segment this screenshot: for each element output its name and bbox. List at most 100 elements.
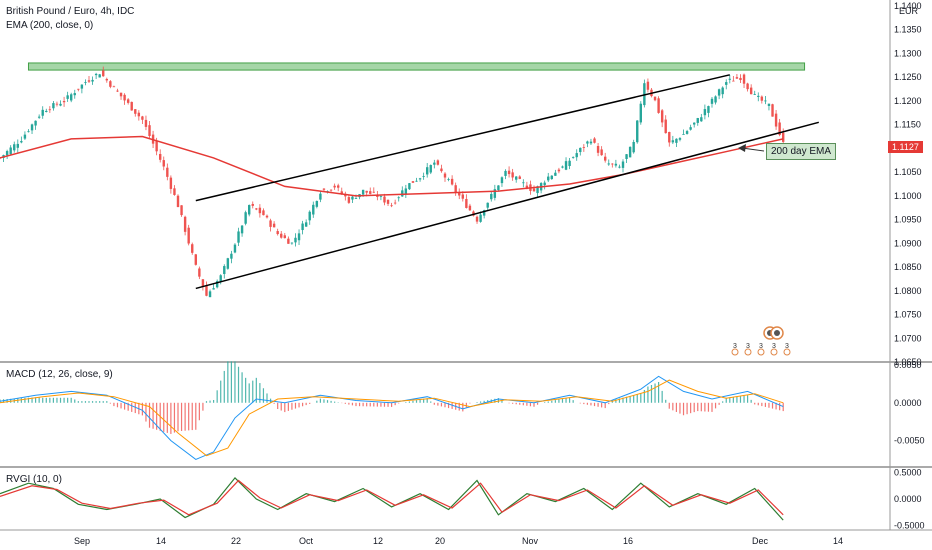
- candle-body: [361, 189, 365, 195]
- macd-signal-line: [0, 379, 784, 457]
- candle-body: [94, 73, 98, 76]
- candle-body: [408, 183, 411, 190]
- candle-body: [418, 178, 422, 180]
- candle-body: [511, 172, 514, 178]
- candle-body: [130, 101, 133, 111]
- candle-body: [717, 89, 721, 96]
- candle-body: [390, 205, 393, 207]
- candle-body: [472, 211, 475, 216]
- candle-body: [600, 149, 603, 156]
- event-marker-ring: [757, 348, 765, 356]
- candle-body: [436, 160, 440, 165]
- candle-body: [201, 279, 205, 288]
- candle-body: [440, 168, 443, 172]
- candle-body: [646, 81, 650, 90]
- candle-body: [575, 153, 578, 158]
- candle-body: [454, 185, 457, 193]
- candle-body: [379, 196, 383, 197]
- candle-body: [618, 166, 621, 168]
- candle-body: [176, 195, 180, 208]
- candle-body: [774, 113, 778, 127]
- price-tick-label: 1.0800: [894, 286, 922, 296]
- event-marker-label: 3: [746, 343, 750, 350]
- candle-body: [582, 147, 586, 148]
- annotation-arrow: [738, 144, 765, 152]
- candle-body: [465, 198, 468, 208]
- candle-body: [547, 176, 550, 181]
- candle-body: [208, 291, 212, 298]
- candle-body: [643, 83, 646, 106]
- candle-body: [37, 116, 41, 118]
- candle-body: [685, 131, 689, 134]
- candle-body: [668, 131, 671, 143]
- price-tick-label: 1.0850: [894, 262, 922, 272]
- candle-body: [255, 208, 258, 210]
- candle-body: [760, 96, 764, 101]
- candle-body: [337, 185, 340, 188]
- candle-body: [689, 127, 692, 130]
- event-marker-label: 3: [733, 343, 737, 350]
- macd-pane-title: MACD (12, 26, close, 9): [6, 369, 113, 380]
- candle-body: [393, 202, 397, 204]
- candle-body: [507, 170, 511, 175]
- candle-body: [401, 190, 404, 197]
- candle-body: [664, 119, 667, 134]
- price-tick-label: 1.1050: [894, 167, 922, 177]
- candle-body: [112, 86, 116, 88]
- candle-body: [561, 166, 564, 168]
- candle-body: [536, 186, 539, 194]
- candle-body: [678, 138, 682, 140]
- candle-body: [169, 177, 173, 189]
- price-tick-label: 1.1300: [894, 48, 922, 58]
- candle-body: [710, 98, 714, 104]
- price-tick-label: 1.0900: [894, 238, 922, 248]
- candle-body: [34, 120, 37, 126]
- candle-body: [735, 77, 739, 79]
- candle-body: [415, 180, 418, 182]
- candle-body: [240, 225, 244, 234]
- candle-body: [287, 238, 290, 244]
- candle-body: [62, 100, 66, 103]
- rvgi-line: [0, 477, 784, 521]
- macd-tick-label: 0.0050: [894, 360, 922, 370]
- candle-body: [187, 227, 190, 244]
- candle-body: [564, 161, 568, 170]
- candle-body: [45, 110, 48, 112]
- candle-body: [52, 103, 55, 109]
- candle-body: [700, 117, 703, 122]
- candle-body: [251, 203, 254, 206]
- candle-body: [497, 185, 500, 191]
- candle-body: [764, 100, 767, 102]
- rvgi-tick-label: -0.5000: [894, 520, 925, 530]
- rvgi-axis-ticks: 0.5000 0.0000 -0.5000: [894, 468, 925, 531]
- macd-tick-label: -0.0050: [894, 436, 925, 446]
- candle-body: [9, 147, 12, 154]
- candle-body: [333, 185, 336, 188]
- candle-body: [422, 176, 425, 177]
- candle-body: [660, 110, 664, 123]
- candle-body: [614, 163, 618, 166]
- candle-body: [475, 216, 479, 222]
- candle-body: [372, 191, 375, 193]
- candle-body: [301, 223, 304, 231]
- candle-body: [87, 80, 91, 82]
- time-tick-label: Oct: [299, 536, 314, 546]
- symbol-title: British Pound / Euro, 4h, IDC: [6, 6, 135, 17]
- candle-body: [771, 104, 774, 117]
- candle-body: [365, 190, 368, 193]
- candle-body: [84, 82, 87, 83]
- candle-body: [144, 119, 148, 127]
- candle-body: [77, 88, 80, 90]
- candle-body: [223, 266, 226, 275]
- rvgi-tick-label: 0.0000: [894, 494, 922, 504]
- candle-body: [757, 95, 760, 97]
- candle-body: [671, 140, 675, 143]
- candle-body: [657, 98, 660, 113]
- rvgi-signal-line: [0, 479, 784, 516]
- ema-line: [0, 135, 784, 197]
- candle-body: [116, 90, 119, 92]
- price-tick-label: 1.0750: [894, 310, 922, 320]
- currency-label: EUR: [899, 6, 919, 16]
- event-marker-ring: [770, 348, 778, 356]
